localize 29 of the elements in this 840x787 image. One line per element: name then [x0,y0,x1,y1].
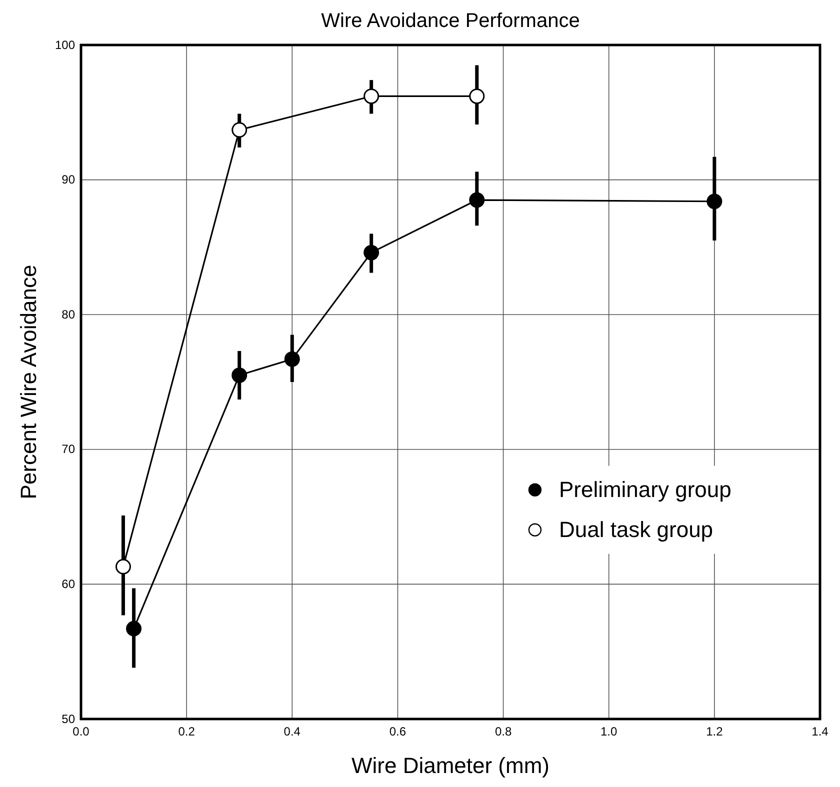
point [232,122,248,138]
x-tick-label: 0.6 [389,724,406,739]
x-tick-label: 1.2 [706,724,724,739]
y-tick-label: 80 [62,307,76,322]
x-tick-label: 0.4 [284,724,301,739]
y-axis-title: Percent Wire Avoidance [16,264,41,500]
y-tick-label: 70 [62,442,76,456]
point [115,558,131,574]
x-tick-label: 0.0 [72,724,90,739]
point [706,194,722,210]
y-tick-label: 100 [54,38,76,52]
x-tick-label: 0.8 [494,724,512,739]
legend-label: Preliminary group [558,476,732,502]
x-axis-title: Wire Diameter (mm) [352,753,550,778]
chart-title: Wire Avoidance Performance [321,10,580,32]
y-tick-label: 90 [62,172,76,187]
point [364,88,380,104]
point [469,88,485,104]
point [284,351,300,367]
x-tick-label: 0.2 [178,724,196,739]
point [469,192,485,208]
point [232,368,248,384]
y-tick-label: 50 [62,712,76,726]
x-tick-label: 1.0 [600,724,618,739]
legend-label: Dual task group [558,516,714,542]
y-tick-label: 60 [62,577,76,592]
point [126,620,142,636]
x-tick-label: 1.4 [812,724,829,739]
point [364,244,380,260]
